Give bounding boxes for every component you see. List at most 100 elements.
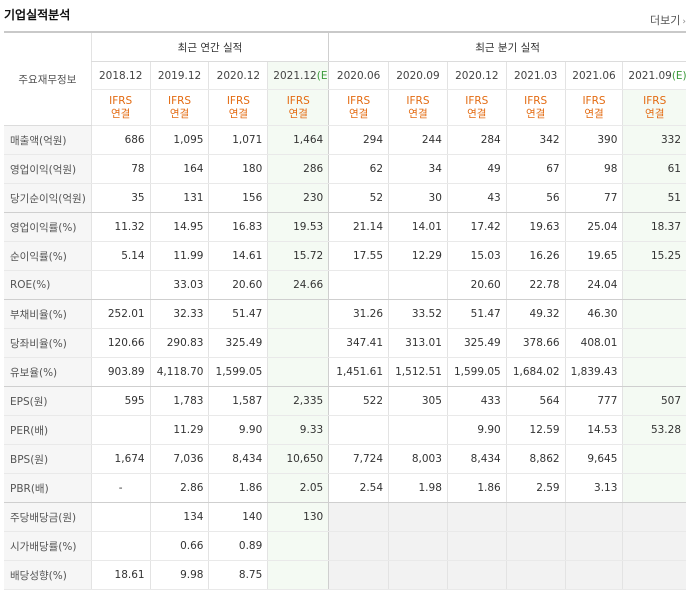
table-cell: 284 <box>446 125 507 155</box>
table-cell <box>328 531 389 561</box>
table-cell <box>622 328 686 358</box>
table-cell: 1,451.61 <box>328 357 389 387</box>
row-label: ROE(%) <box>4 270 92 300</box>
table-cell: 51 <box>622 183 686 213</box>
table-cell: 62 <box>328 154 389 184</box>
table-cell: 1,783 <box>149 386 209 416</box>
table-cell: 564 <box>505 386 566 416</box>
table-cell <box>328 415 389 445</box>
table-cell: 164 <box>149 154 209 184</box>
table-cell: 7,036 <box>149 444 209 474</box>
period-label: 2019.12 <box>157 69 202 82</box>
row-label: 주당배당금(원) <box>4 502 92 532</box>
table-cell: 1,599.05 <box>446 357 507 387</box>
table-cell: 14.95 <box>149 212 209 242</box>
table-cell: 8,862 <box>505 444 566 474</box>
table-cell: 433 <box>446 386 507 416</box>
table-cell <box>90 415 151 445</box>
table-cell: 19.65 <box>564 241 623 271</box>
table-cell: 390 <box>564 125 623 155</box>
table-cell: 18.61 <box>90 560 151 590</box>
period-label: 2018.12 <box>98 69 143 82</box>
table-row: BPS(원) 1,674 7,036 8,434 10,650 7,724 8,003 8,4… <box>4 444 686 474</box>
table-cell <box>446 531 507 561</box>
row-label: 매출액(억원) <box>4 125 92 155</box>
table-cell: 342 <box>505 125 566 155</box>
table-cell: 30 <box>388 183 448 213</box>
row-label: BPS(원) <box>4 444 92 474</box>
table-cell <box>328 502 389 532</box>
basis-label: 연결 <box>584 107 604 120</box>
ifrs-label: IFRS <box>465 94 489 107</box>
period-label: 2021.06 <box>572 69 616 82</box>
table-cell <box>388 502 448 532</box>
table-cell: 131 <box>149 183 209 213</box>
table-cell <box>446 502 507 532</box>
row-label: 시가배당률(%) <box>4 531 92 561</box>
row-label: 배당성향(%) <box>4 560 92 590</box>
table-cell: 507 <box>622 386 686 416</box>
table-cell: 18.37 <box>622 212 686 242</box>
ifrs-label: IFRS <box>406 94 430 107</box>
basis-label: 연결 <box>111 107 131 120</box>
period-label: 2020.09 <box>396 69 440 82</box>
basis-label: 연결 <box>348 107 369 120</box>
more-link[interactable]: 더보기 › <box>650 12 686 28</box>
table-cell: 286 <box>267 154 329 184</box>
table-cell: 56 <box>505 183 566 213</box>
table-cell: 347.41 <box>328 328 389 358</box>
accounting-basis-header: IFRS 연결 <box>564 89 623 126</box>
section-title: 기업실적분석 <box>4 8 71 22</box>
table-cell: 8,434 <box>208 444 268 474</box>
estimate-marker: (E) <box>316 69 329 82</box>
table-cell <box>505 502 566 532</box>
table-cell: 15.25 <box>622 241 686 271</box>
more-link-label[interactable]: 더보기 <box>650 14 681 27</box>
basis-label: 연결 <box>645 107 665 120</box>
row-label: EPS(원) <box>4 386 92 416</box>
table-cell: 49.32 <box>505 299 566 329</box>
row-label: 영업이익(억원) <box>4 154 92 184</box>
table-cell: 15.72 <box>267 241 329 271</box>
table-cell: 49 <box>446 154 507 184</box>
table-cell: 134 <box>149 502 209 532</box>
table-row: 매출액(억원) 686 1,095 1,071 1,464 294 244 284 342 390… <box>4 125 686 155</box>
table-cell: 78 <box>90 154 151 184</box>
table-cell: 408.01 <box>564 328 623 358</box>
basis-label: 연결 <box>525 107 546 120</box>
table-cell: 325.49 <box>446 328 507 358</box>
table-cell: 17.42 <box>446 212 507 242</box>
table-cell: 16.26 <box>505 241 566 271</box>
table-cell <box>622 299 686 329</box>
table-cell: 11.99 <box>149 241 209 271</box>
period-header: 2021.03 <box>505 61 566 90</box>
table-cell: 20.60 <box>208 270 268 300</box>
table-cell: 140 <box>208 502 268 532</box>
table-cell: 5.14 <box>90 241 151 271</box>
quarterly-group-header: 최근 분기 실적 <box>328 32 686 62</box>
table-cell: 14.61 <box>208 241 268 271</box>
ifrs-label: IFRS <box>286 94 310 107</box>
table-cell <box>622 444 686 474</box>
table-cell: 1,599.05 <box>208 357 268 387</box>
table-cell <box>388 415 448 445</box>
ifrs-label: IFRS <box>226 94 250 107</box>
table-cell: 903.89 <box>90 357 151 387</box>
table-cell: 686 <box>90 125 151 155</box>
table-cell: 156 <box>208 183 268 213</box>
table-cell: 61 <box>622 154 686 184</box>
table-cell: 290.83 <box>149 328 209 358</box>
accounting-basis-header: IFRS 연결 <box>622 89 686 126</box>
annual-group-header: 최근 연간 실적 <box>90 32 329 62</box>
table-cell: 1,684.02 <box>505 357 566 387</box>
basis-label: 연결 <box>467 107 487 120</box>
basis-label: 연결 <box>228 107 249 120</box>
table-cell: 7,724 <box>328 444 389 474</box>
period-header: 2021.06 <box>564 61 623 90</box>
period-label: 2021.09 <box>628 69 672 82</box>
chevron-right-icon: › <box>682 17 686 27</box>
table-cell <box>388 531 448 561</box>
table-cell: 9,645 <box>564 444 623 474</box>
table-row: 주당배당금(원) 134 140 130 <box>4 502 686 532</box>
table-cell: 2.86 <box>149 473 209 503</box>
